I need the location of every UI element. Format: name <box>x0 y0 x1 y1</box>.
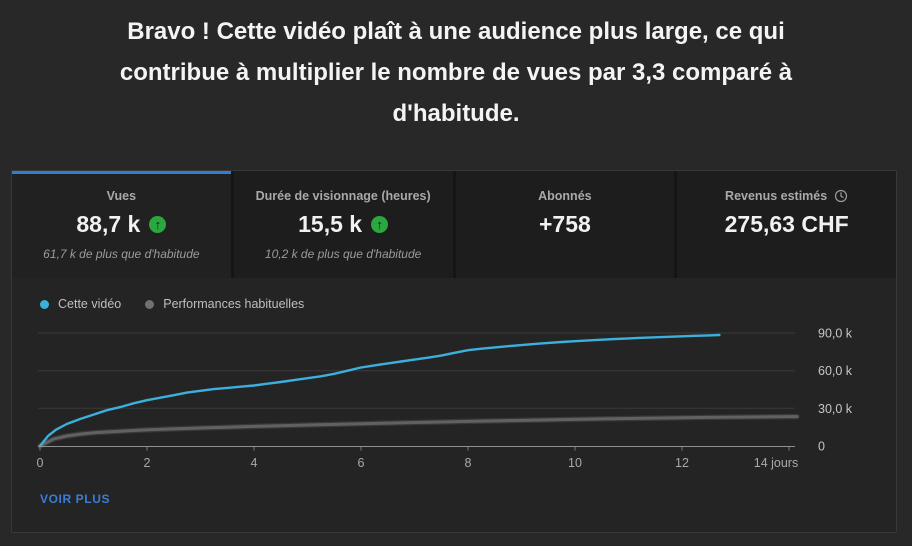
trend-up-icon: ↑ <box>371 216 389 233</box>
tab-revenue-value: 275,63 CHF <box>724 211 849 237</box>
chart-legend: Cette vidéo Performances habituelles <box>40 297 304 311</box>
banner-line-3: d'habitude. <box>392 100 520 127</box>
see-more-link[interactable]: VOIR PLUS <box>40 492 111 506</box>
svg-text:2: 2 <box>144 456 151 470</box>
clock-icon <box>835 189 848 203</box>
tab-revenue-label: Revenus estimés <box>725 189 828 203</box>
tab-watch-time[interactable]: Durée de visionnage (heures) 15,5 k ↑ 10… <box>233 171 453 278</box>
legend-typical-performance[interactable]: Performances habituelles <box>145 297 304 311</box>
tab-watch-time-label: Durée de visionnage (heures) <box>255 189 431 203</box>
legend-this-video-label: Cette vidéo <box>58 297 122 311</box>
legend-typical-performance-label: Performances habituelles <box>163 297 305 311</box>
tab-subscribers[interactable]: Abonnés +758 <box>455 171 675 278</box>
tab-revenue[interactable]: Revenus estimés 275,63 CHF <box>677 171 896 278</box>
legend-this-video[interactable]: Cette vidéo <box>40 297 121 311</box>
svg-text:0: 0 <box>37 456 44 470</box>
metrics-tabs: Vues 88,7 k ↑ 61,7 k de plus que d'habit… <box>12 171 896 278</box>
tab-subscribers-label: Abonnés <box>538 189 592 203</box>
banner-line-1: Bravo ! Cette vidéo plaît à une audience… <box>127 18 785 45</box>
tab-views-label: Vues <box>106 189 137 203</box>
svg-text:14 jours: 14 jours <box>754 456 798 470</box>
typical-performance-dot-icon <box>145 299 155 309</box>
svg-text:4: 4 <box>251 456 258 470</box>
banner-line-2: contribue à multiplier le nombre de vues… <box>119 59 793 86</box>
tab-views-subtitle: 61,7 k de plus que d'habitude <box>43 247 200 261</box>
tab-watch-time-value: 15,5 k <box>298 211 363 237</box>
tab-watch-time-subtitle: 10,2 k de plus que d'habitude <box>264 247 422 261</box>
svg-text:0: 0 <box>818 440 825 454</box>
chart-section: Cette vidéo Performances habituelles 0 2 4… <box>12 278 896 532</box>
svg-text:8: 8 <box>465 456 472 470</box>
performance-line-chart[interactable]: 0 2 4 6 8 10 12 14 jours 0 30,0 k 60,0 k 90,0 k <box>12 300 896 490</box>
svg-text:12: 12 <box>675 456 689 470</box>
analytics-panel: Vues 88,7 k ↑ 61,7 k de plus que d'habit… <box>11 170 897 533</box>
svg-text:90,0 k: 90,0 k <box>818 327 853 341</box>
tab-views-value: 88,7 k <box>76 211 141 237</box>
congrats-banner: Bravo ! Cette vidéo plaît à une audience… <box>0 11 912 134</box>
trend-up-icon: ↑ <box>149 216 167 233</box>
svg-text:60,0 k: 60,0 k <box>818 364 853 378</box>
this-video-dot-icon <box>40 299 49 309</box>
svg-text:30,0 k: 30,0 k <box>818 402 853 416</box>
svg-text:10: 10 <box>568 456 582 470</box>
svg-text:6: 6 <box>358 456 365 470</box>
tab-subscribers-value: +758 <box>538 211 591 237</box>
tab-views[interactable]: Vues 88,7 k ↑ 61,7 k de plus que d'habit… <box>12 171 231 278</box>
